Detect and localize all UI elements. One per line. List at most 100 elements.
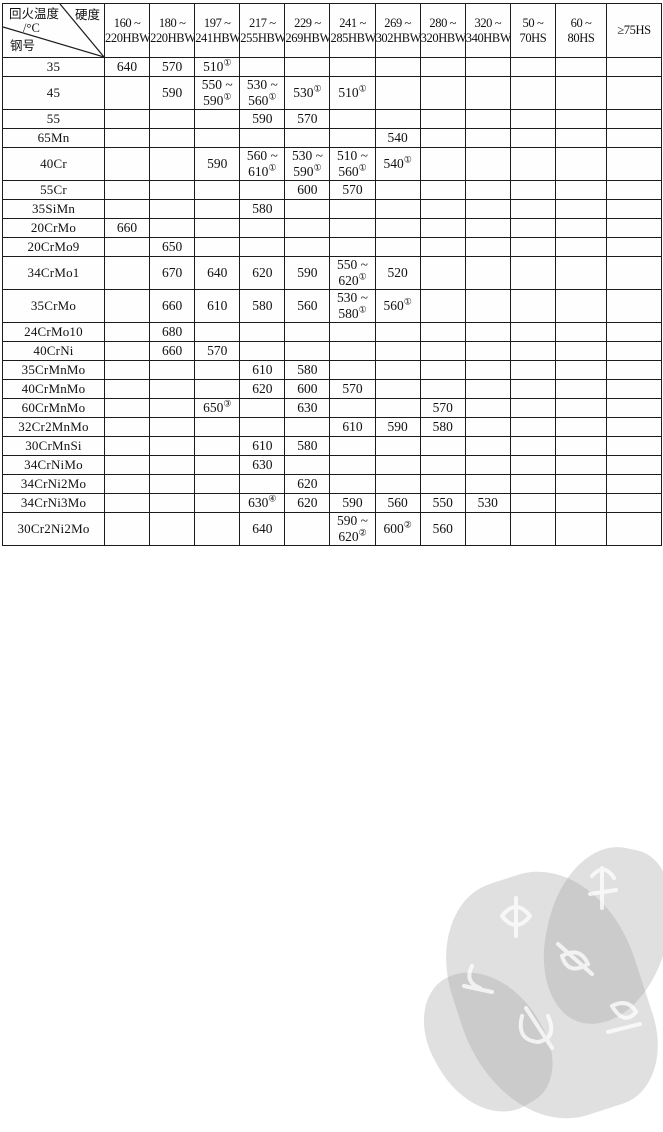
tempering-temperature-cell: [464, 417, 511, 437]
tempering-temperature-cell: [149, 180, 196, 200]
tempering-temperature-cell: [374, 474, 421, 494]
tempering-temperature-cell: 630: [239, 455, 286, 475]
tempering-temperature-cell: [509, 218, 557, 238]
tempering-temperature-cell: [374, 237, 421, 257]
tempering-temperature-cell: [606, 109, 662, 129]
steel-grade-cell: 24CrMo10: [2, 322, 105, 342]
tempering-temperature-cell: [555, 180, 607, 200]
hardness-column-header: 217 ~255HBW: [239, 3, 286, 58]
hardness-column-header: 229 ~269HBW: [284, 3, 331, 58]
tempering-temperature-cell: 640: [103, 57, 151, 77]
tempering-temperature-cell: [103, 379, 151, 399]
tempering-temperature-cell: 580: [284, 360, 331, 380]
hardness-column-header: 197 ~241HBW: [194, 3, 241, 58]
tempering-temperature-cell: [239, 218, 286, 238]
tempering-temperature-cell: 550 ~590①: [194, 76, 241, 110]
steel-grade-cell: 35CrMnMo: [2, 360, 105, 380]
tempering-temperature-cell: [464, 289, 511, 323]
table-row: 35SiMn 580: [2, 199, 662, 219]
tempering-temperature-cell: [374, 109, 421, 129]
tempering-temperature-cell: [606, 474, 662, 494]
tempering-temperature-cell: 670: [149, 256, 196, 290]
tempering-temperature-cell: [103, 180, 151, 200]
tempering-temperature-cell: [606, 341, 662, 361]
steel-grade-cell: 35: [2, 57, 105, 77]
tempering-temperature-cell: 540①: [374, 147, 421, 181]
tempering-temperature-cell: [419, 199, 466, 219]
tempering-temperature-cell: [606, 218, 662, 238]
steel-grade-cell: 55Cr: [2, 180, 105, 200]
tempering-temperature-cell: [606, 379, 662, 399]
tempering-temperature-cell: 610: [239, 360, 286, 380]
tempering-temperature-cell: [419, 289, 466, 323]
tempering-temperature-cell: [606, 512, 662, 546]
steel-grade-cell: 32Cr2MnMo: [2, 417, 105, 437]
tempering-temperature-cell: 580: [239, 289, 286, 323]
table-row: 60CrMnMo 650③ 630 570: [2, 398, 662, 418]
tempering-temperature-cell: [103, 256, 151, 290]
tempering-temperature-cell: [555, 417, 607, 437]
tempering-temperature-cell: [555, 218, 607, 238]
tempering-temperature-cell: [509, 76, 557, 110]
tempering-temperature-cell: [509, 493, 557, 513]
tempering-temperature-table: 回火温度 /°C 硬度 钢号 160 ~220HBW 180 ~220HBW 197…: [2, 3, 662, 546]
corner-label-celsius-unit: /°C: [23, 21, 40, 35]
steel-grade-cell: 35CrMo: [2, 289, 105, 323]
watermark-seal-strokes: [462, 866, 642, 1050]
tempering-temperature-cell: [509, 398, 557, 418]
header-row: 回火温度 /°C 硬度 钢号 160 ~220HBW 180 ~220HBW 197…: [2, 3, 662, 58]
tempering-temperature-cell: [419, 455, 466, 475]
tempering-temperature-cell: [555, 360, 607, 380]
tempering-temperature-cell: 570: [149, 57, 196, 77]
tempering-temperature-cell: [239, 398, 286, 418]
tempering-temperature-cell: 620: [239, 379, 286, 399]
tempering-temperature-cell: [464, 474, 511, 494]
tempering-temperature-cell: [149, 128, 196, 148]
tempering-temperature-cell: [374, 57, 421, 77]
tempering-temperature-cell: [149, 379, 196, 399]
tempering-temperature-cell: [284, 237, 331, 257]
tempering-temperature-cell: [194, 379, 241, 399]
tempering-temperature-cell: [149, 218, 196, 238]
tempering-temperature-cell: [239, 57, 286, 77]
tempering-temperature-cell: 590: [149, 76, 196, 110]
tempering-temperature-cell: [464, 455, 511, 475]
tempering-temperature-cell: [149, 109, 196, 129]
tempering-temperature-cell: [509, 289, 557, 323]
steel-grade-cell: 65Mn: [2, 128, 105, 148]
tempering-temperature-cell: [239, 417, 286, 437]
tempering-temperature-cell: [419, 147, 466, 181]
tempering-temperature-cell: 660: [149, 341, 196, 361]
tempering-temperature-cell: 590: [194, 147, 241, 181]
tempering-temperature-cell: [103, 128, 151, 148]
table-row: 35CrMnMo 610 580: [2, 360, 662, 380]
tempering-temperature-cell: [374, 455, 421, 475]
tempering-temperature-cell: [555, 147, 607, 181]
tempering-temperature-cell: 580: [284, 436, 331, 456]
tempering-temperature-cell: [284, 128, 331, 148]
tempering-temperature-cell: [149, 455, 196, 475]
tempering-temperature-cell: [329, 322, 376, 342]
tempering-temperature-cell: [194, 180, 241, 200]
tempering-temperature-cell: [509, 199, 557, 219]
tempering-temperature-cell: [509, 57, 557, 77]
tempering-temperature-cell: 560: [284, 289, 331, 323]
tempering-temperature-cell: 530①: [284, 76, 331, 110]
tempering-temperature-cell: [509, 455, 557, 475]
tempering-temperature-cell: [329, 237, 376, 257]
tempering-temperature-cell: [103, 199, 151, 219]
tempering-temperature-cell: [103, 289, 151, 323]
table-row: 34CrMo1 670 640 620 590 550 ~620① 520: [2, 256, 662, 290]
tempering-temperature-cell: [555, 398, 607, 418]
tempering-temperature-cell: 560: [419, 512, 466, 546]
tempering-temperature-cell: [329, 128, 376, 148]
tempering-temperature-cell: [194, 417, 241, 437]
tempering-temperature-cell: [419, 180, 466, 200]
tempering-temperature-cell: 570: [329, 379, 376, 399]
tempering-temperature-cell: [284, 512, 331, 546]
tempering-temperature-cell: [606, 256, 662, 290]
tempering-temperature-cell: [464, 147, 511, 181]
tempering-temperature-cell: [103, 436, 151, 456]
tempering-temperature-cell: 600: [284, 379, 331, 399]
hardness-column-header: 241 ~285HBW: [329, 3, 376, 58]
